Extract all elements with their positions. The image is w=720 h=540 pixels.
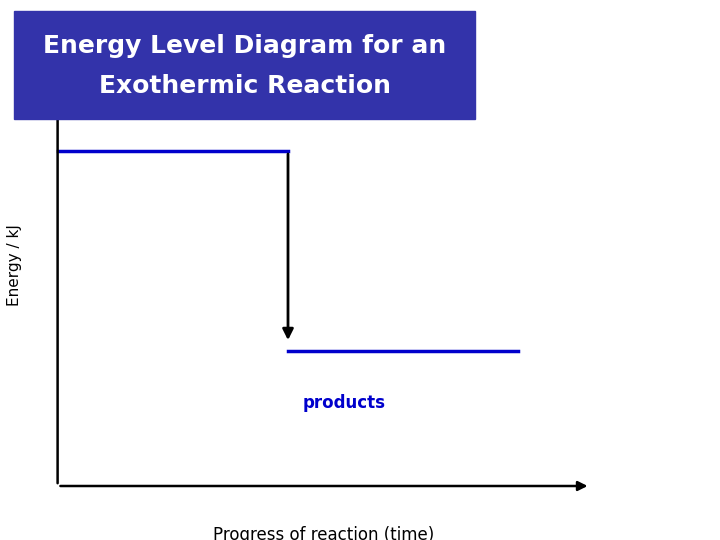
Text: reactants: reactants bbox=[86, 101, 176, 119]
Text: Exothermic Reaction: Exothermic Reaction bbox=[99, 75, 391, 98]
FancyBboxPatch shape bbox=[14, 11, 475, 119]
Text: products: products bbox=[302, 394, 385, 412]
Text: Energy Level Diagram for an: Energy Level Diagram for an bbox=[43, 34, 446, 58]
Text: Progress of reaction (time): Progress of reaction (time) bbox=[213, 525, 435, 540]
Text: Energy / kJ: Energy / kJ bbox=[7, 224, 22, 306]
